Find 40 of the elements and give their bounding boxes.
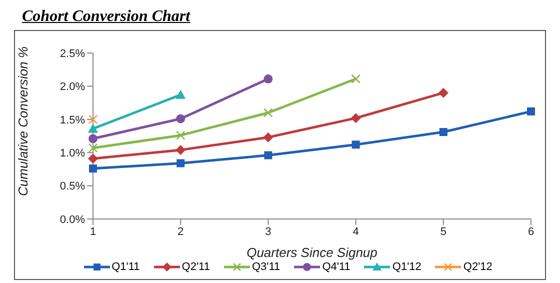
- y-axis-title: Cumulative Conversion %: [16, 46, 31, 196]
- point: [352, 140, 360, 149]
- point: [88, 154, 98, 164]
- legend-label: Q4'11: [322, 261, 350, 273]
- legend-label: Q2'11: [182, 261, 210, 273]
- chart-title: Cohort Conversion Chart: [22, 8, 190, 26]
- x-tick-label: 6: [528, 226, 534, 238]
- legend-label: Q1'11: [112, 261, 140, 273]
- point: [176, 130, 186, 140]
- legend-label: Q3'11: [252, 261, 280, 273]
- point: [88, 134, 98, 144]
- x-tick-label: 2: [178, 226, 184, 238]
- point: [350, 113, 361, 124]
- legend-label: Q1'12: [392, 261, 422, 273]
- x-axis-title: Quarters Since Signup: [246, 245, 378, 260]
- point: [89, 164, 97, 173]
- point: [527, 107, 535, 116]
- point: [438, 88, 448, 98]
- point: [264, 151, 272, 160]
- y-tick-label: 1.0%: [60, 148, 86, 160]
- y-tick-label: 0.0%: [60, 214, 86, 226]
- y-tick-label: 2.0%: [60, 81, 86, 94]
- point: [88, 143, 98, 153]
- point: [88, 114, 98, 124]
- x-tick-label: 1: [90, 226, 96, 238]
- y-tick-label: 0.5%: [60, 180, 86, 193]
- point: [264, 74, 273, 84]
- point: [351, 74, 360, 84]
- point: [176, 159, 185, 168]
- x-tick-label: 3: [265, 226, 272, 238]
- point: [176, 114, 186, 124]
- y-tick-label: 1.5%: [60, 114, 86, 126]
- legend-label: Q2'12: [463, 261, 492, 273]
- point: [263, 132, 274, 142]
- x-tick-label: 4: [352, 226, 359, 238]
- point: [439, 128, 448, 136]
- y-tick-label: 2.5%: [60, 48, 86, 60]
- x-tick-label: 5: [440, 226, 446, 238]
- point: [264, 108, 273, 118]
- point: [176, 144, 186, 155]
